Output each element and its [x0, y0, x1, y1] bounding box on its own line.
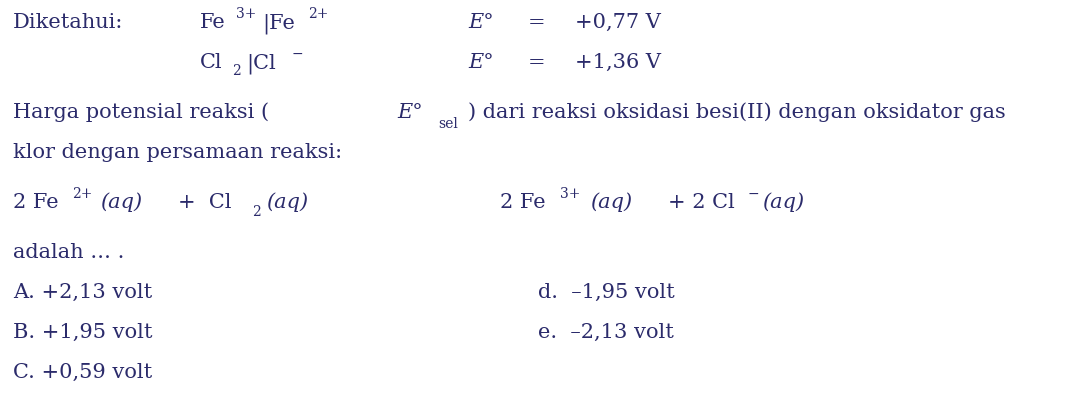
Text: Cl: Cl — [200, 53, 223, 72]
Text: (aq): (aq) — [590, 192, 632, 212]
Text: 2: 2 — [232, 64, 241, 78]
Text: 2 Fe: 2 Fe — [13, 193, 58, 212]
Text: adalah … .: adalah … . — [13, 243, 124, 262]
Text: sel: sel — [438, 117, 458, 131]
Text: e.  –2,13 volt: e. –2,13 volt — [538, 323, 674, 342]
Text: −: − — [292, 47, 304, 61]
Text: 2+: 2+ — [72, 187, 93, 201]
Text: (aq): (aq) — [763, 192, 805, 212]
Text: 2 Fe: 2 Fe — [500, 193, 546, 212]
Text: d.  –1,95 volt: d. –1,95 volt — [538, 283, 675, 302]
Text: klor dengan persamaan reaksi:: klor dengan persamaan reaksi: — [13, 143, 342, 162]
Text: A. +2,13 volt: A. +2,13 volt — [13, 283, 152, 302]
Text: E°: E° — [397, 103, 423, 122]
Text: Diketahui:: Diketahui: — [13, 13, 124, 32]
Text: + 2 Cl: + 2 Cl — [668, 193, 735, 212]
Text: |Cl: |Cl — [246, 53, 276, 74]
Text: 2+: 2+ — [308, 7, 328, 21]
Text: 2: 2 — [252, 205, 261, 219]
Text: Fe: Fe — [200, 13, 226, 32]
Text: B. +1,95 volt: B. +1,95 volt — [13, 323, 153, 342]
Text: +1,36 V: +1,36 V — [575, 53, 661, 72]
Text: 3+: 3+ — [236, 7, 256, 21]
Text: E°: E° — [468, 53, 493, 72]
Text: Harga potensial reaksi (: Harga potensial reaksi ( — [13, 102, 269, 122]
Text: −: − — [749, 187, 759, 201]
Text: E°: E° — [468, 13, 493, 32]
Text: ) dari reaksi oksidasi besi(II) dengan oksidator gas: ) dari reaksi oksidasi besi(II) dengan o… — [468, 102, 1006, 122]
Text: |Fe: |Fe — [262, 13, 295, 34]
Text: 3+: 3+ — [560, 187, 581, 201]
Text: (aq): (aq) — [266, 192, 308, 212]
Text: (aq): (aq) — [100, 192, 142, 212]
Text: +  Cl: + Cl — [178, 193, 232, 212]
Text: C. +0,59 volt: C. +0,59 volt — [13, 363, 152, 382]
Text: =: = — [528, 53, 546, 72]
Text: =: = — [528, 13, 546, 32]
Text: +0,77 V: +0,77 V — [575, 13, 661, 32]
